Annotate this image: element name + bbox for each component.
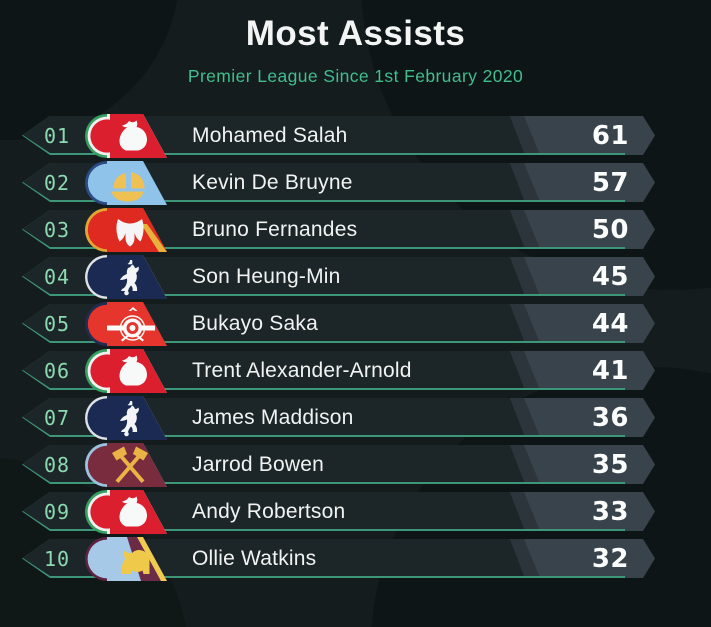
west-ham-badge-icon (85, 443, 167, 487)
page-subtitle: Premier League Since 1st February 2020 (187, 66, 524, 86)
leaderboard-row: 44 05 Bukayo Saka (22, 304, 655, 343)
assists-value: 61 (591, 120, 629, 151)
rank-label: 01 (43, 124, 71, 148)
leaderboard-row: 61 01 Mohamed Salah (22, 116, 655, 155)
row-underline (502, 529, 625, 531)
assists-value-chip: 33 (510, 492, 655, 531)
leaderboard: 61 01 Mohamed Salah 57 02 Kevin De Bruyn… (22, 116, 655, 586)
tottenham-badge-icon (85, 255, 167, 299)
assists-value-chip: 41 (510, 351, 655, 390)
player-name: Son Heung-Min (192, 265, 341, 288)
liverpool-badge-icon (85, 490, 167, 534)
assists-value-chip: 50 (510, 210, 655, 249)
assists-value: 44 (591, 308, 629, 339)
row-underline (502, 200, 625, 202)
rank-label: 04 (43, 265, 71, 289)
row-underline (502, 388, 625, 390)
leaderboard-row: 32 10 Ollie Watkins (22, 539, 655, 578)
row-underline (502, 294, 625, 296)
leaderboard-row: 41 06 Trent Alexander-Arnold (22, 351, 655, 390)
assists-value-chip: 45 (510, 257, 655, 296)
leaderboard-row: 57 02 Kevin De Bruyne (22, 163, 655, 202)
rank-label: 05 (43, 312, 71, 336)
row-underline (502, 482, 625, 484)
player-name: Mohamed Salah (192, 124, 348, 147)
assists-value: 32 (591, 543, 629, 574)
row-underline (502, 247, 625, 249)
row-underline (502, 576, 625, 578)
leaderboard-row: 35 08 Jarrod Bowen (22, 445, 655, 484)
row-underline (502, 341, 625, 343)
player-name: Ollie Watkins (192, 547, 317, 570)
player-name: James Maddison (192, 406, 354, 429)
assists-value-chip: 57 (510, 163, 655, 202)
assists-value: 35 (591, 449, 629, 480)
assists-value-chip: 35 (510, 445, 655, 484)
leaderboard-row: 45 04 Son Heung-Min (22, 257, 655, 296)
assists-value-chip: 32 (510, 539, 655, 578)
leaderboard-row: 36 07 James Maddison (22, 398, 655, 437)
player-name: Andy Robertson (192, 500, 346, 523)
assists-value: 33 (591, 496, 629, 527)
manchester-city-badge-icon (85, 161, 167, 205)
liverpool-badge-icon (85, 114, 167, 158)
rank-label: 08 (43, 453, 71, 477)
manchester-united-badge-icon (85, 208, 167, 252)
assists-value-chip: 36 (510, 398, 655, 437)
player-name: Trent Alexander-Arnold (192, 359, 412, 382)
row-underline (502, 435, 625, 437)
rank-label: 09 (43, 500, 71, 524)
assists-value: 41 (591, 355, 629, 386)
assists-value: 50 (591, 214, 629, 245)
liverpool-badge-icon (85, 349, 167, 393)
leaderboard-row: 50 03 Bruno Fernandes (22, 210, 655, 249)
assists-value: 45 (591, 261, 629, 292)
assists-value: 57 (591, 167, 629, 198)
rank-label: 10 (43, 547, 71, 571)
player-name: Jarrod Bowen (192, 453, 324, 476)
player-name: Bukayo Saka (192, 312, 318, 335)
tottenham-badge-icon (85, 396, 167, 440)
player-name: Bruno Fernandes (192, 218, 358, 241)
aston-villa-badge-icon (85, 537, 167, 581)
rank-label: 02 (43, 171, 71, 195)
rank-label: 03 (43, 218, 71, 242)
rank-label: 07 (43, 406, 71, 430)
row-underline (502, 153, 625, 155)
assists-value-chip: 44 (510, 304, 655, 343)
arsenal-badge-icon (85, 302, 167, 346)
page-title: Most Assists (245, 14, 466, 53)
leaderboard-row: 33 09 Andy Robertson (22, 492, 655, 531)
assists-value: 36 (591, 402, 629, 433)
rank-label: 06 (43, 359, 71, 383)
assists-value-chip: 61 (510, 116, 655, 155)
player-name: Kevin De Bruyne (192, 171, 353, 194)
